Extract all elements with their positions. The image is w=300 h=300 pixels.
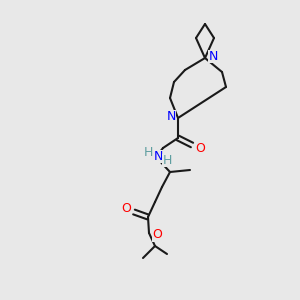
Text: N: N	[208, 50, 218, 62]
Text: O: O	[195, 142, 205, 154]
Text: N: N	[166, 110, 176, 122]
Text: H: H	[162, 154, 172, 166]
Text: N: N	[153, 149, 163, 163]
Text: O: O	[121, 202, 131, 215]
Text: O: O	[152, 229, 162, 242]
Text: H: H	[143, 146, 153, 160]
